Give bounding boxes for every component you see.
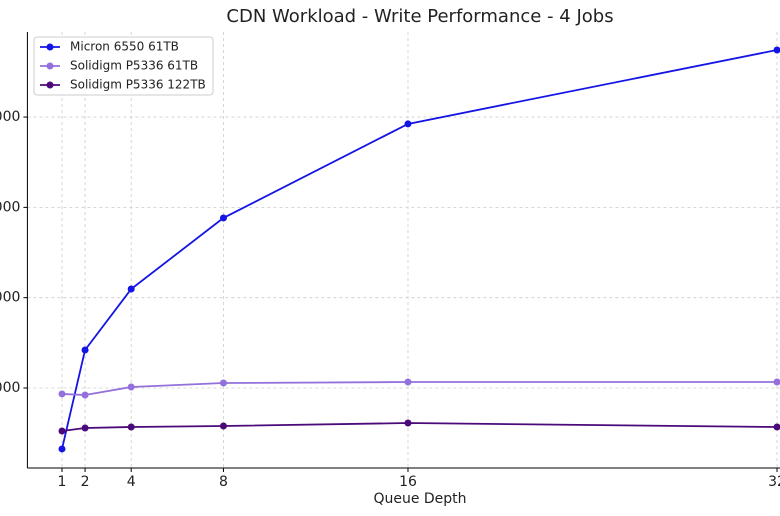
y-tick-label: 3000 — [0, 199, 20, 215]
data-point — [127, 383, 135, 391]
y-tick-label: 1000 — [0, 380, 20, 396]
data-point — [773, 378, 780, 386]
legend-marker — [46, 43, 54, 51]
x-tick-label: 8 — [219, 474, 228, 490]
legend-marker — [46, 62, 54, 70]
data-point — [773, 423, 780, 431]
legend-label: Solidigm P5336 122TB — [70, 78, 206, 92]
data-point — [773, 46, 780, 54]
data-point — [219, 379, 227, 387]
data-point — [81, 424, 89, 432]
data-point — [58, 390, 66, 398]
x-tick-label: 4 — [127, 474, 136, 490]
data-point — [58, 427, 66, 435]
x-tick-label: 16 — [399, 474, 417, 490]
x-axis-label: Queue Depth — [373, 491, 466, 507]
data-point — [404, 419, 412, 427]
series-line — [61, 422, 778, 432]
x-tick-label: 1 — [58, 474, 67, 490]
legend-label: Solidigm P5336 61TB — [70, 59, 198, 73]
data-point — [404, 120, 412, 128]
legend-marker — [46, 81, 54, 89]
legend-box — [33, 36, 214, 96]
data-point — [219, 214, 227, 222]
series-line — [61, 49, 778, 450]
data-point — [219, 422, 227, 430]
data-point — [58, 445, 66, 453]
data-point — [127, 423, 135, 431]
legend-label: Micron 6550 61TB — [70, 40, 179, 54]
data-point — [81, 346, 89, 354]
series-line — [61, 381, 778, 396]
y-tick-label: 4000 — [0, 109, 20, 125]
data-point — [404, 378, 412, 386]
chart-title: CDN Workload - Write Performance - 4 Job… — [226, 6, 613, 27]
data-point — [81, 391, 89, 399]
x-tick-label: 32 — [768, 474, 780, 490]
x-tick-label: 2 — [81, 474, 90, 490]
data-point — [127, 285, 135, 293]
y-tick-label: 2000 — [0, 290, 20, 306]
